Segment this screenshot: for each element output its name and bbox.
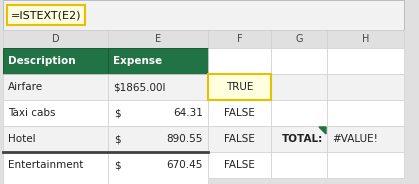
- Bar: [108, 152, 208, 178]
- Text: H: H: [362, 34, 369, 44]
- Bar: [327, 152, 404, 178]
- Text: F: F: [237, 34, 242, 44]
- Text: $: $: [114, 108, 121, 118]
- Bar: [327, 74, 404, 100]
- Text: $: $: [114, 160, 121, 170]
- Text: =ISTEXT(E2): =ISTEXT(E2): [11, 10, 81, 20]
- Bar: [327, 100, 404, 126]
- Bar: [271, 74, 327, 100]
- Bar: [208, 74, 271, 100]
- Bar: [108, 126, 208, 152]
- Bar: [271, 100, 327, 126]
- Bar: [208, 152, 271, 178]
- Text: Description: Description: [8, 56, 75, 66]
- Text: FALSE: FALSE: [224, 160, 255, 170]
- Bar: [108, 30, 208, 48]
- Bar: [208, 48, 271, 74]
- Text: Hotel: Hotel: [8, 134, 36, 144]
- Bar: [271, 30, 327, 48]
- Text: D: D: [52, 34, 59, 44]
- Bar: [327, 30, 404, 48]
- Text: Expense: Expense: [113, 56, 162, 66]
- Text: #VALUE!: #VALUE!: [332, 134, 378, 144]
- Bar: [108, 74, 208, 100]
- Text: Entertainment: Entertainment: [8, 160, 83, 170]
- Bar: [208, 30, 271, 48]
- Bar: [3, 48, 108, 74]
- Bar: [271, 48, 327, 74]
- Bar: [271, 152, 327, 178]
- Bar: [3, 152, 108, 178]
- Bar: [108, 152, 208, 184]
- Bar: [208, 126, 271, 152]
- Text: 670.45: 670.45: [167, 160, 203, 170]
- Text: 890.55: 890.55: [167, 134, 203, 144]
- Bar: [3, 126, 108, 152]
- Bar: [108, 100, 208, 126]
- Bar: [3, 100, 108, 126]
- Text: FALSE: FALSE: [224, 108, 255, 118]
- Text: TOTAL:: TOTAL:: [282, 134, 323, 144]
- Polygon shape: [319, 127, 326, 134]
- Text: G: G: [295, 34, 303, 44]
- Bar: [208, 100, 271, 126]
- Text: $: $: [114, 134, 121, 144]
- Text: FALSE: FALSE: [224, 134, 255, 144]
- Text: 64.31: 64.31: [173, 108, 203, 118]
- Bar: [3, 0, 404, 30]
- Bar: [3, 74, 108, 100]
- Text: E: E: [155, 34, 161, 44]
- Text: Taxi cabs: Taxi cabs: [8, 108, 55, 118]
- Bar: [327, 126, 404, 152]
- Bar: [7, 5, 85, 25]
- Bar: [3, 152, 108, 184]
- Bar: [271, 126, 327, 152]
- Text: $1865.00І: $1865.00І: [113, 82, 166, 92]
- Text: TRUE: TRUE: [226, 82, 253, 92]
- Bar: [327, 48, 404, 74]
- Bar: [3, 30, 108, 48]
- Bar: [108, 48, 208, 74]
- Text: Airfare: Airfare: [8, 82, 43, 92]
